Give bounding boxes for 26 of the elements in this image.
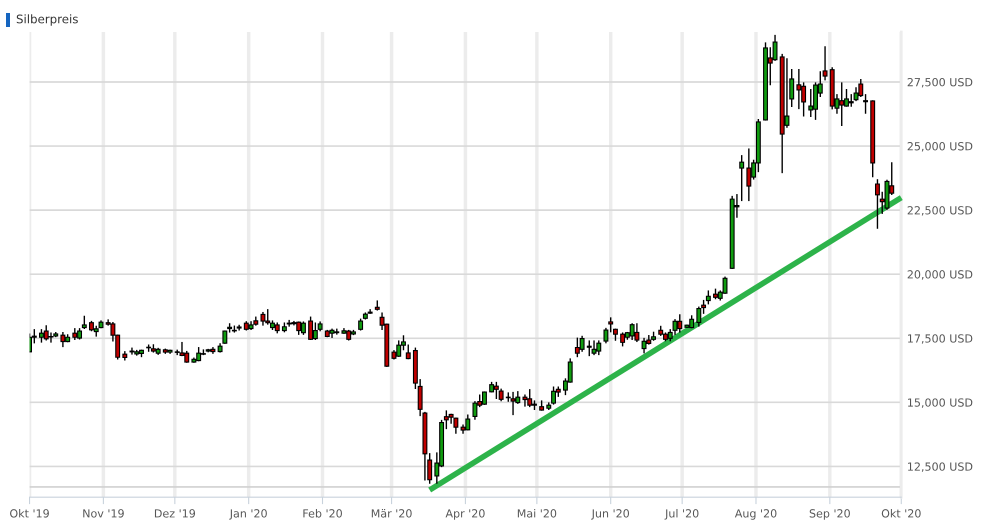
x-tick-label: Apr '20 — [446, 509, 485, 520]
candlestick — [863, 94, 868, 114]
candlestick — [739, 155, 744, 202]
x-tick-label: Jul '20 — [664, 508, 698, 520]
x-tick-label: Dez '19 — [154, 509, 196, 518]
x-tick-label: Jan '20 — [229, 509, 267, 520]
candlestick — [789, 69, 794, 108]
y-tick-label: 20,000 USD — [908, 270, 972, 280]
x-tick-label: Mär '20 — [372, 509, 412, 518]
y-tick-label: 25,000 USD — [908, 142, 972, 152]
y-tick-label: 17,500 USD — [908, 334, 972, 344]
x-tick-label: Okt '20 — [882, 508, 921, 518]
candlestick — [82, 316, 87, 329]
candlestick — [874, 179, 880, 229]
chart-title: Silberpreis — [16, 14, 78, 26]
x-tick-label: Aug '20 — [734, 509, 776, 520]
x-tick-label: Nov '19 — [83, 509, 124, 518]
y-tick-label: 22,500 USD — [908, 206, 972, 216]
x-tick-label: Mai '20 — [518, 508, 556, 518]
x-tick-label: Okt '19 — [10, 508, 49, 518]
y-tick-label: 12,500 USD — [908, 462, 972, 472]
x-tick-label: Sep '20 — [810, 509, 850, 520]
y-tick-label: 27,500 USD — [908, 78, 972, 88]
x-tick-label: Feb '20 — [303, 508, 342, 518]
y-tick-label: 15,000 USD — [908, 398, 972, 408]
x-tick-label: Jun '20 — [591, 509, 630, 520]
